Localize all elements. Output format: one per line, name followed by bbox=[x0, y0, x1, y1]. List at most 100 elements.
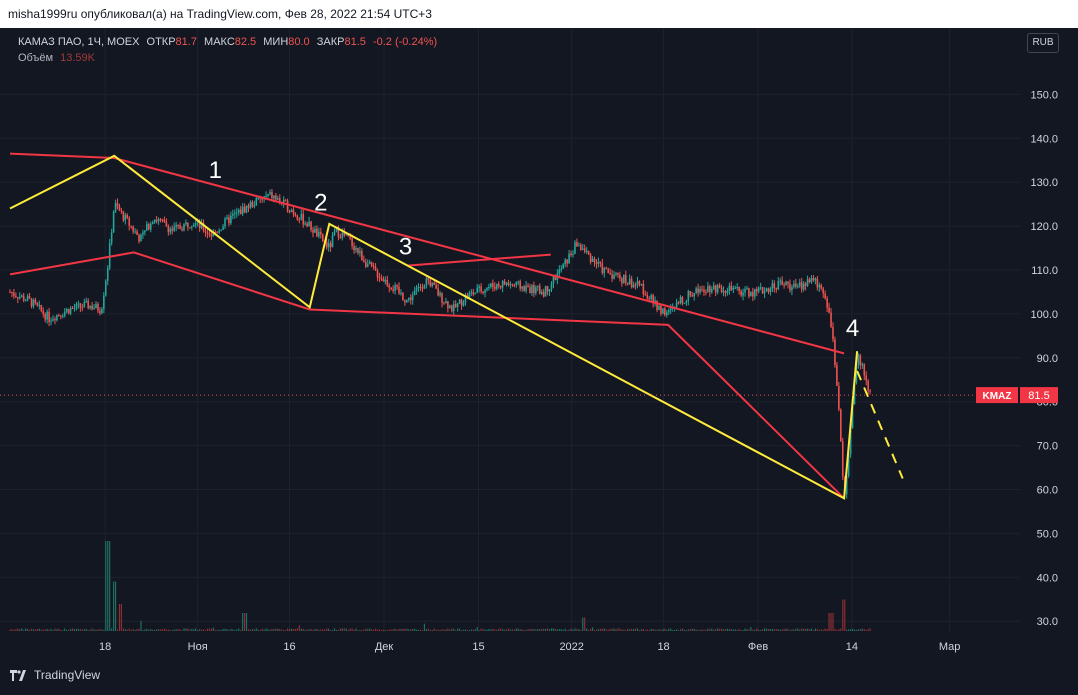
candle-body bbox=[763, 291, 766, 294]
candle-body bbox=[816, 278, 819, 288]
volume-bar bbox=[863, 629, 865, 631]
volume-bar bbox=[648, 629, 650, 631]
volume-bar bbox=[173, 629, 175, 631]
volume-bar bbox=[75, 628, 78, 631]
candle-body bbox=[155, 219, 158, 222]
candle-body bbox=[163, 219, 166, 223]
volume-bar bbox=[154, 629, 156, 631]
candle-body bbox=[714, 285, 717, 293]
currency-button[interactable]: RUB bbox=[1027, 33, 1059, 53]
volume-bar bbox=[245, 613, 248, 631]
candle-body bbox=[869, 390, 871, 392]
volume-bar bbox=[279, 628, 281, 631]
candle-body bbox=[597, 261, 600, 264]
volume-bar bbox=[412, 628, 414, 631]
volume-bar bbox=[793, 629, 795, 631]
volume-bar bbox=[720, 628, 723, 631]
candle-body bbox=[396, 285, 398, 287]
volume-bar bbox=[507, 628, 510, 631]
candle-body bbox=[744, 289, 746, 293]
candle-body bbox=[458, 299, 461, 304]
candle-body bbox=[384, 279, 387, 282]
candle-body bbox=[30, 298, 33, 307]
volume-bar bbox=[664, 628, 666, 631]
candle-body bbox=[662, 308, 664, 314]
y-tick-label: 60.0 bbox=[1037, 485, 1058, 497]
x-tick-label: 18 bbox=[657, 641, 669, 653]
volume-bar bbox=[197, 630, 199, 631]
volume-bar bbox=[54, 628, 56, 631]
price-chart[interactable]: 1 2 3 4 150.0 140.0 130.0 120.0 110.0 100.0 90.0 8… bbox=[0, 28, 1078, 668]
volume-bar bbox=[220, 629, 222, 631]
volume-bar bbox=[472, 629, 474, 631]
volume-bar bbox=[163, 628, 166, 631]
candle-body bbox=[277, 198, 279, 200]
volume-label[interactable]: Объём bbox=[18, 52, 54, 64]
candle-body bbox=[601, 263, 604, 274]
candle-body bbox=[798, 282, 801, 287]
candle-body bbox=[165, 222, 168, 227]
volume-bar bbox=[820, 629, 822, 631]
volume-bar bbox=[738, 628, 740, 631]
candle-body bbox=[538, 285, 541, 294]
volume-bar bbox=[822, 629, 824, 631]
volume-bar bbox=[427, 628, 429, 631]
candle-body bbox=[296, 215, 299, 220]
candle-body bbox=[511, 284, 514, 286]
candle-body bbox=[832, 326, 834, 340]
volume-bar bbox=[300, 628, 302, 631]
volume-bar bbox=[783, 628, 785, 631]
volume-bar bbox=[552, 628, 555, 631]
volume-bar bbox=[779, 629, 781, 631]
candle-body bbox=[75, 304, 78, 309]
candle-body bbox=[175, 225, 177, 227]
volume-bar bbox=[242, 613, 244, 631]
candle-body bbox=[294, 213, 297, 216]
candle-body bbox=[288, 211, 291, 213]
volume-bar bbox=[513, 629, 515, 631]
volume-bar bbox=[371, 629, 373, 631]
candle-body bbox=[841, 441, 844, 477]
volume-bar bbox=[81, 629, 83, 631]
candle-body bbox=[681, 297, 684, 304]
candle-body bbox=[120, 210, 123, 212]
volume-bar bbox=[797, 628, 799, 631]
candle-body bbox=[318, 231, 320, 237]
candle-body bbox=[22, 295, 25, 301]
volume-bar bbox=[302, 628, 304, 631]
candle-body bbox=[867, 380, 869, 391]
open-label: ОТКР bbox=[146, 36, 176, 48]
candle-body bbox=[462, 302, 465, 306]
candle-body bbox=[474, 292, 477, 295]
volume-bar bbox=[760, 630, 762, 631]
volume-bar bbox=[805, 628, 807, 631]
candle-body bbox=[578, 245, 580, 247]
candle-body bbox=[767, 288, 770, 293]
price-tag-value: 81.5 bbox=[1028, 390, 1049, 402]
publish-text: misha1999ru опубликовал(а) на TradingVie… bbox=[8, 7, 432, 21]
candle-body bbox=[648, 298, 651, 300]
volume-bar bbox=[13, 629, 15, 631]
candle-body bbox=[271, 192, 273, 199]
volume-bar bbox=[482, 629, 484, 631]
candle-body bbox=[179, 225, 181, 229]
candle-body bbox=[482, 291, 484, 293]
candle-body bbox=[267, 194, 269, 197]
volume-bar bbox=[21, 628, 23, 631]
candle-body bbox=[108, 242, 111, 269]
candle-body bbox=[544, 286, 547, 297]
volume-bar bbox=[9, 629, 11, 631]
symbol-name[interactable]: КАМАЗ ПАО, 1Ч, MOEX bbox=[18, 36, 140, 48]
volume-bar bbox=[826, 629, 828, 631]
volume-bar bbox=[113, 581, 115, 631]
tradingview-footer[interactable]: TradingView bbox=[10, 668, 100, 682]
volume-bar bbox=[654, 629, 656, 631]
candle-body bbox=[488, 286, 490, 289]
volume-bar bbox=[771, 628, 773, 631]
candle-body bbox=[863, 364, 866, 376]
volume-bar bbox=[545, 628, 547, 631]
volume-bar bbox=[28, 629, 31, 631]
volume-bar bbox=[308, 629, 310, 631]
volume-bar bbox=[496, 629, 498, 631]
volume-bar bbox=[631, 628, 633, 631]
